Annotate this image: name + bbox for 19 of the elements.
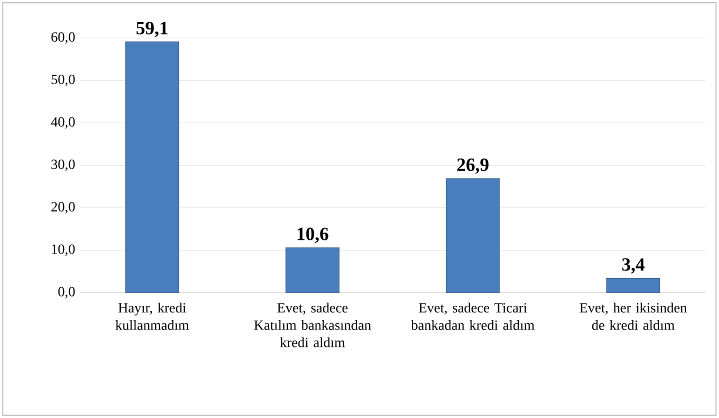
data-label: 26,9 (457, 158, 488, 174)
data-label: 3,4 (622, 258, 644, 274)
y-tick-label: 0,0 (58, 286, 75, 298)
x-tick-label: Evet, her ikisinden de kredi aldım (580, 302, 687, 330)
x-tick-label: Evet, sadece Katılım bankasından kredi aldım (254, 302, 371, 348)
bar (606, 278, 660, 293)
y-tick-label: 10,0 (52, 244, 75, 256)
data-label: 10,6 (298, 228, 328, 243)
y-tick-label: 40,0 (51, 117, 75, 129)
x-tick-label: Evet, sadece Ticari bankadan kredi aldım (411, 302, 534, 330)
y-tick-label: 20,0 (51, 202, 75, 214)
bar (125, 42, 180, 293)
y-tick-label: 30,0 (51, 160, 75, 172)
data-label: 59,1 (136, 22, 168, 38)
y-tick-label: 50,0 (52, 74, 75, 86)
bar (286, 247, 340, 293)
bar (446, 178, 500, 293)
y-tick-label: 60,0 (51, 32, 75, 44)
x-tick-label: Hayır, kredi kullanmadım (115, 302, 189, 330)
